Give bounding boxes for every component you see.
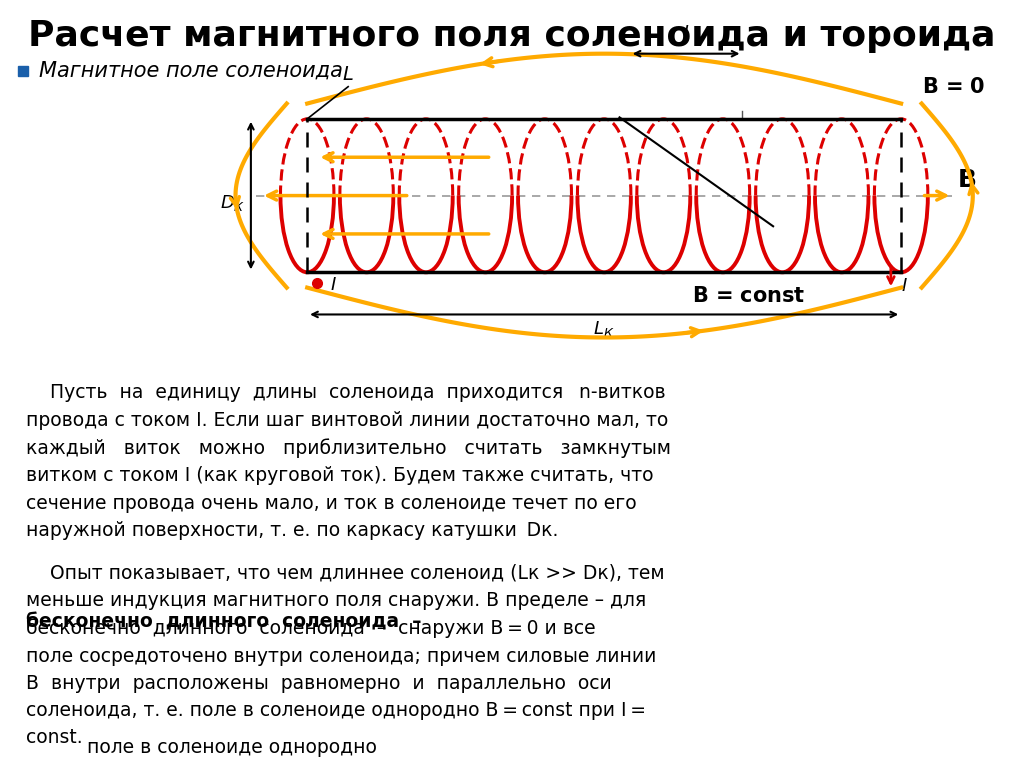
Text: $L_{К}$: $L_{К}$ xyxy=(594,319,614,339)
Text: бесконечно  длинного  соленоида  –: бесконечно длинного соленоида – xyxy=(26,613,421,631)
Text: $I$: $I$ xyxy=(330,275,337,294)
Text: поле в соленоиде однородно: поле в соленоиде однородно xyxy=(87,739,377,757)
Text: $L$: $L$ xyxy=(342,65,354,84)
Text: Пусть  на  единицу  длины  соленоида  приходится   n-витков
провода с током I. Е: Пусть на единицу длины соленоида приходи… xyxy=(26,384,671,540)
Text: Расчет магнитного поля соленоида и тороида: Расчет магнитного поля соленоида и торои… xyxy=(29,19,995,53)
Text: $\mathbf{B}$ = const: $\mathbf{B}$ = const xyxy=(692,286,806,306)
Text: $\mathbf{B}$ = 0: $\mathbf{B}$ = 0 xyxy=(922,77,985,97)
Text: Магнитное поле соленоида: Магнитное поле соленоида xyxy=(39,61,343,81)
Text: $l$: $l$ xyxy=(682,25,690,44)
Text: $D_{К}$: $D_{К}$ xyxy=(220,193,246,213)
Text: $I$: $I$ xyxy=(901,277,908,295)
Text: Опыт показывает, что чем длиннее соленоид (Lк >> Dк), тем
меньше индукция магнит: Опыт показывает, что чем длиннее соленои… xyxy=(26,564,665,747)
Text: $\mathbf{B}$: $\mathbf{B}$ xyxy=(957,168,977,193)
